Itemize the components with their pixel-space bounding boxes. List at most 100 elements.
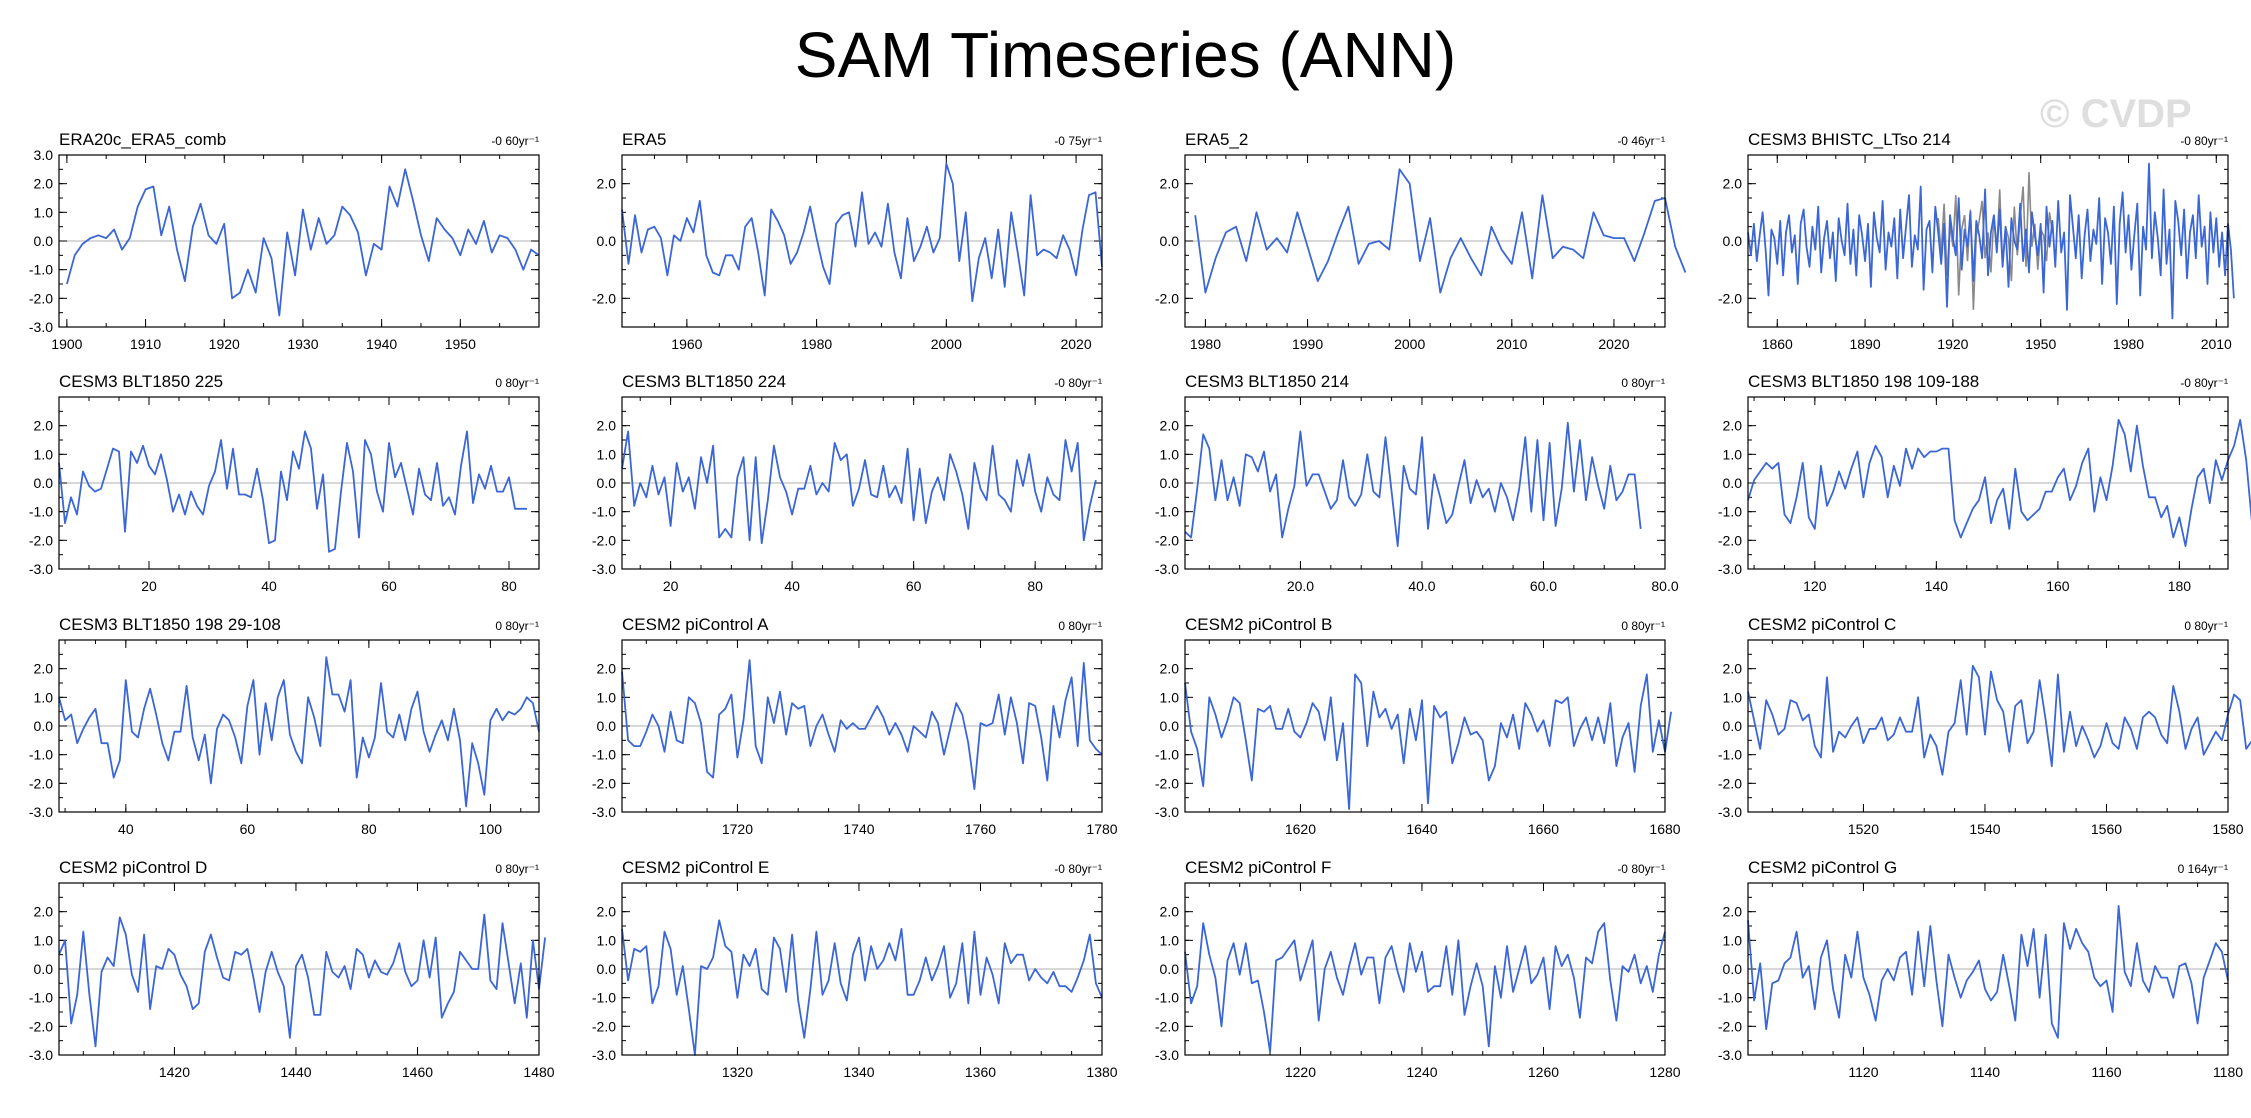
y-tick-label: 2.0 (597, 176, 617, 192)
series-line (58, 656, 540, 808)
y-tick-label: 2.0 (1160, 176, 1180, 192)
chart-panel: CESM2 piControl G 0 164yr⁻¹ -3.0 -2.0 -1.0 0.… (1718, 858, 2243, 1080)
series-line (1184, 673, 1672, 810)
panel-title: CESM2 piControl G (1748, 858, 1897, 877)
y-tick-label: 0.0 (1160, 961, 1180, 977)
trend-label: -0 80yr⁻¹ (1054, 376, 1102, 390)
y-tick-label: 3.0 (34, 147, 54, 163)
x-tick-label: 1980 (2113, 336, 2144, 352)
y-tick-label: 0.0 (1723, 475, 1743, 491)
x-tick-label: 1480 (523, 1064, 554, 1080)
x-tick-label: 2000 (1394, 336, 1425, 352)
x-tick-label: 80 (1027, 578, 1043, 594)
plot-frame (1184, 396, 1666, 570)
x-tick-label: 60 (240, 821, 256, 837)
y-tick-label: -2.0 (1155, 290, 1179, 306)
watermark: © CVDP (2040, 92, 2192, 136)
y-tick-label: -3.0 (1718, 561, 1742, 577)
chart-panel: CESM2 piControl F -0 80yr⁻¹ -3.0 -2.0 -1.0 0.… (1155, 858, 1681, 1080)
chart-panel: CESM2 piControl B 0 80yr⁻¹ -3.0 -2.0 -1.0 0.0… (1155, 615, 1681, 837)
trend-label: -0 75yr⁻¹ (1054, 134, 1102, 148)
x-tick-label: 1540 (1969, 821, 2000, 837)
x-tick-label: 1950 (445, 336, 476, 352)
y-tick-label: 2.0 (1723, 418, 1743, 434)
x-tick-label: 1950 (2025, 336, 2056, 352)
y-tick-label: -2.0 (1718, 1018, 1742, 1034)
x-tick-label: 180 (2168, 578, 2192, 594)
y-tick-label: 0.0 (34, 718, 54, 734)
y-tick-label: -3.0 (1718, 804, 1742, 820)
x-tick-label: 60.0 (1530, 578, 1557, 594)
x-tick-label: 1920 (209, 336, 240, 352)
y-tick-label: 0.0 (597, 475, 617, 491)
x-tick-label: 80 (361, 821, 377, 837)
trend-label: 0 80yr⁻¹ (2184, 619, 2228, 633)
x-tick-label: 1930 (287, 336, 318, 352)
series-line (621, 919, 1103, 1056)
y-tick-label: -2.0 (592, 290, 616, 306)
y-tick-label: -3.0 (29, 319, 53, 335)
series-line (621, 659, 1103, 790)
series-line (58, 913, 546, 1048)
y-tick-label: -2.0 (592, 775, 616, 791)
series-line (66, 168, 540, 317)
y-tick-label: -3.0 (29, 561, 53, 577)
trend-label: -0 80yr⁻¹ (2180, 376, 2228, 390)
panel-title: CESM3 BLT1850 214 (1185, 372, 1349, 391)
panel-title: CESM2 piControl E (622, 858, 769, 877)
y-tick-label: -2.0 (1155, 775, 1179, 791)
panel-title: ERA5_2 (1185, 130, 1248, 149)
x-tick-label: 1620 (1285, 821, 1316, 837)
panel-title: CESM2 piControl C (1748, 615, 1896, 634)
x-tick-label: 1580 (2212, 821, 2243, 837)
panel-title: CESM2 piControl A (622, 615, 769, 634)
x-tick-label: 100 (479, 821, 503, 837)
x-tick-label: 80.0 (1651, 578, 1678, 594)
y-tick-label: 2.0 (597, 418, 617, 434)
y-tick-label: 2.0 (1160, 661, 1180, 677)
y-tick-label: 2.0 (597, 904, 617, 920)
trend-label: -0 80yr⁻¹ (1617, 862, 1665, 876)
y-tick-label: 1.0 (1160, 446, 1180, 462)
x-tick-label: 1560 (2091, 821, 2122, 837)
y-tick-label: 1.0 (1160, 689, 1180, 705)
y-tick-label: 2.0 (34, 904, 54, 920)
x-tick-label: 1320 (722, 1064, 753, 1080)
x-tick-label: 1960 (671, 336, 702, 352)
trend-label: -0 46yr⁻¹ (1617, 134, 1665, 148)
x-tick-label: 1260 (1528, 1064, 1559, 1080)
panel-title: CESM2 piControl F (1185, 858, 1331, 877)
y-tick-label: -1.0 (1718, 990, 1742, 1006)
x-tick-label: 40 (261, 578, 277, 594)
page-title: SAM Timeseries (ANN) (794, 19, 1457, 91)
x-tick-label: 1420 (159, 1064, 190, 1080)
x-tick-label: 1340 (843, 1064, 874, 1080)
plot-frame (621, 154, 1103, 328)
y-tick-label: 0.0 (1723, 233, 1743, 249)
series-line (1194, 168, 1687, 294)
series-line (1747, 664, 2251, 776)
y-tick-label: 1.0 (34, 204, 54, 220)
y-tick-label: -1.0 (29, 262, 53, 278)
x-tick-label: 1860 (1762, 336, 1793, 352)
x-tick-label: 1440 (280, 1064, 311, 1080)
y-tick-label: 2.0 (1723, 904, 1743, 920)
y-tick-label: 0.0 (34, 233, 54, 249)
y-tick-label: -3.0 (29, 1047, 53, 1063)
plot-frame (1747, 154, 2229, 328)
plot-frame (1747, 639, 2229, 813)
y-tick-label: 1.0 (597, 446, 617, 462)
x-tick-label: 1990 (1292, 336, 1323, 352)
trend-label: -0 80yr⁻¹ (1054, 862, 1102, 876)
y-tick-label: -1.0 (592, 747, 616, 763)
y-tick-label: -2.0 (29, 775, 53, 791)
x-tick-label: 60 (906, 578, 922, 594)
y-tick-label: 1.0 (597, 932, 617, 948)
y-tick-label: -1.0 (29, 990, 53, 1006)
y-tick-label: 1.0 (597, 689, 617, 705)
x-tick-label: 2020 (1060, 336, 1091, 352)
y-tick-label: -1.0 (1718, 504, 1742, 520)
x-tick-label: 1360 (965, 1064, 996, 1080)
trend-label: 0 80yr⁻¹ (1621, 376, 1665, 390)
y-tick-label: 1.0 (1723, 932, 1743, 948)
